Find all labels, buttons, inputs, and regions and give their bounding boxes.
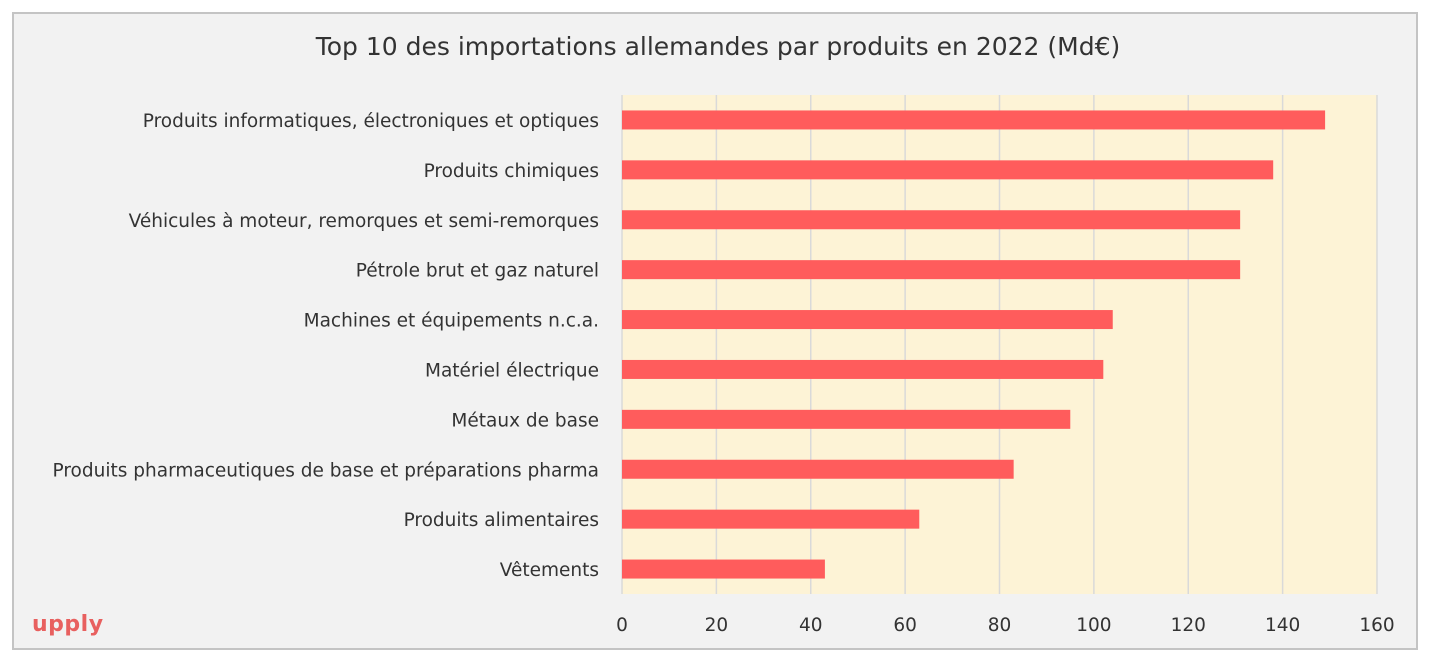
category-label: Produits informatiques, électroniques et… [143, 111, 599, 132]
bar [622, 459, 1014, 479]
bar [622, 260, 1241, 280]
x-tick-label: 60 [893, 615, 917, 636]
category-label: Produits alimentaires [404, 510, 599, 531]
bar [622, 210, 1241, 230]
category-label: Matériel électrique [425, 360, 599, 381]
bar [622, 359, 1104, 379]
x-tick-label: 120 [1171, 615, 1206, 636]
category-label: Produits pharmaceutiques de base et prép… [53, 460, 599, 481]
category-labels: Produits informatiques, électroniques et… [53, 111, 599, 581]
x-tick-label: 100 [1076, 615, 1111, 636]
x-tick-label: 80 [988, 615, 1012, 636]
category-label: Véhicules à moteur, remorques et semi-re… [129, 211, 599, 232]
chart-title: Top 10 des importations allemandes par p… [315, 32, 1121, 61]
x-tick-label: 20 [705, 615, 729, 636]
category-label: Machines et équipements n.c.a. [304, 311, 599, 332]
x-tick-label: 160 [1359, 615, 1394, 636]
x-tick-label: 40 [799, 615, 823, 636]
upply-logo: upply [32, 612, 104, 637]
category-label: Vêtements [500, 560, 599, 581]
x-tick-label: 140 [1265, 615, 1300, 636]
category-label: Pétrole brut et gaz naturel [356, 261, 599, 282]
bar [622, 160, 1274, 180]
bars [622, 110, 1326, 579]
x-axis-ticks: 0 20 40 60 80 100 120 140 160 [616, 615, 1395, 636]
bar [622, 559, 825, 579]
bar [622, 310, 1113, 330]
bar [622, 509, 920, 529]
category-label: Produits chimiques [424, 161, 599, 182]
bar [622, 110, 1326, 130]
bar [622, 409, 1071, 429]
x-tick-label: 0 [616, 615, 628, 636]
category-label: Métaux de base [451, 410, 599, 431]
